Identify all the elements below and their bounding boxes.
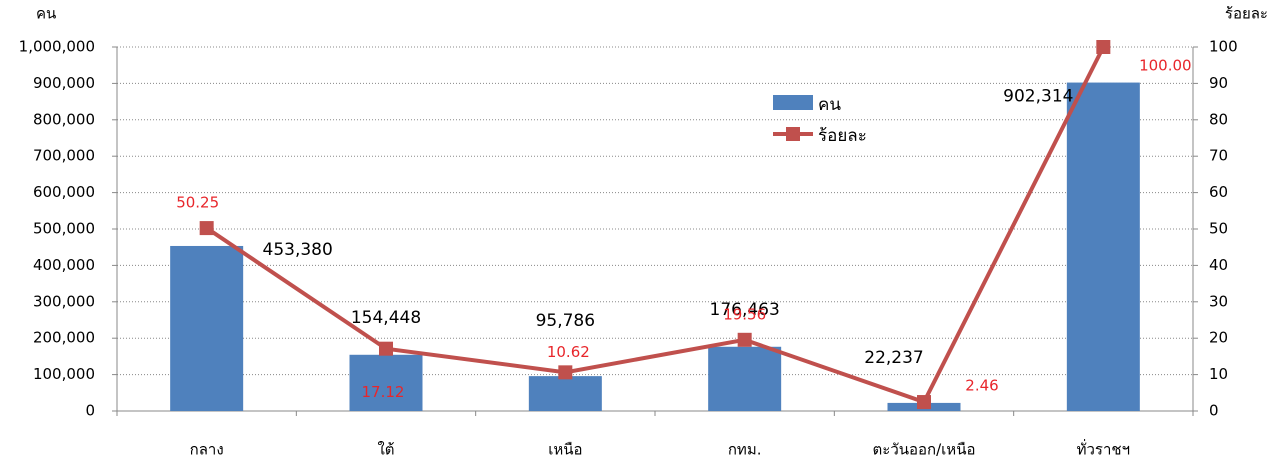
y2-tick-label: 40 — [1209, 256, 1228, 274]
y2-tick-label: 30 — [1209, 292, 1228, 310]
line-marker — [199, 221, 214, 236]
bar-value-label: 22,237 — [864, 348, 923, 368]
line-value-label: 2.46 — [965, 377, 998, 395]
y-tick-label: 700,000 — [33, 147, 95, 165]
y2-axis-label: ร้อยละ — [1225, 5, 1268, 23]
x-tick-label: กลาง — [190, 441, 224, 459]
x-tick-label: ตะวันออก/เหนือ — [873, 441, 976, 459]
bar-value-label: 176,463 — [710, 300, 780, 320]
line — [205, 46, 1106, 405]
y-tick-label: 400,000 — [33, 256, 95, 274]
line-marker — [737, 332, 752, 347]
y-tick-label: 200,000 — [33, 329, 95, 347]
y2-tick-label: 10 — [1209, 365, 1228, 383]
legend-label: ร้อยละ — [818, 126, 867, 146]
bar-value-label: 902,314 — [1003, 87, 1073, 107]
x-tick-label: ใต้ — [377, 441, 394, 459]
y2-tick-label: 50 — [1209, 220, 1228, 238]
y-tick-label: 800,000 — [33, 110, 95, 128]
y2-tick-label: 90 — [1209, 74, 1228, 92]
legend-swatch — [786, 127, 800, 141]
legend-swatch — [773, 95, 813, 110]
line-marker — [917, 395, 931, 410]
y2-tick-label: 20 — [1209, 329, 1228, 347]
y-tick-label: 1,000,000 — [19, 38, 95, 56]
y-tick-label: 500,000 — [33, 220, 95, 238]
bar-value-label: 453,380 — [263, 240, 333, 260]
x-tick-label: ทั่วราชฯ — [1077, 439, 1130, 459]
line-value-label: 50.25 — [176, 194, 219, 212]
bar — [170, 245, 244, 411]
y2-tick-label: 70 — [1209, 147, 1228, 165]
bar-value-label: 95,786 — [536, 311, 595, 331]
line-value-label: 17.12 — [362, 383, 405, 401]
y-tick-label: 0 — [85, 402, 95, 420]
line-marker — [558, 365, 573, 380]
bar-value-label: 154,448 — [351, 308, 421, 328]
y-axis-label: คน — [36, 5, 56, 23]
y-tick-label: 900,000 — [33, 74, 95, 92]
x-tick-label: เหนือ — [548, 441, 582, 459]
y2-tick-label: 80 — [1209, 110, 1228, 128]
legend-label: คน — [818, 95, 841, 115]
y-tick-label: 600,000 — [33, 183, 95, 201]
bar — [349, 354, 423, 411]
x-tick-label: กทม. — [728, 441, 762, 459]
bar — [708, 346, 782, 411]
line-value-label: 100.00 — [1139, 57, 1192, 75]
y-tick-label: 100,000 — [33, 365, 95, 383]
bar — [1066, 82, 1140, 411]
bar — [528, 376, 602, 411]
line-value-label: 19.56 — [723, 305, 766, 323]
y2-tick-label: 0 — [1209, 402, 1219, 420]
line-marker — [379, 341, 393, 356]
y2-tick-label: 100 — [1209, 38, 1238, 56]
line-marker — [1096, 40, 1111, 54]
line-value-label: 10.62 — [547, 343, 590, 361]
y2-tick-label: 60 — [1209, 183, 1228, 201]
y-tick-label: 300,000 — [33, 292, 95, 310]
